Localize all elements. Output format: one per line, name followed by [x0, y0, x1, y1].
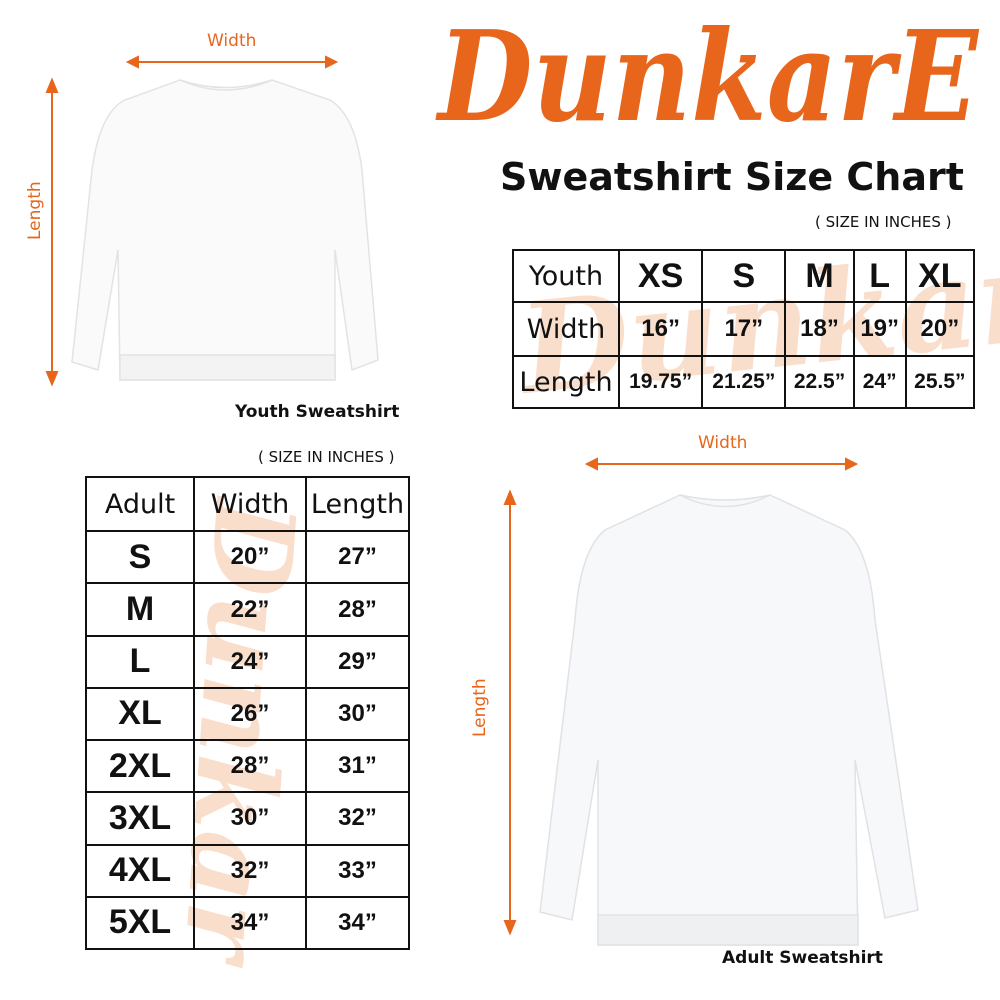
length-arrow	[45, 77, 59, 387]
table-row: 2XL 28” 31”	[85, 739, 410, 794]
width-cell: 24”	[193, 634, 307, 689]
table-row: XL 26” 30”	[85, 686, 410, 742]
adult-width-label: Width	[698, 433, 748, 453]
length-cell: 27”	[305, 530, 410, 585]
header-cell: L	[852, 249, 907, 303]
youth-width-label: Width	[207, 31, 257, 51]
adult-length-label: Length	[470, 678, 490, 737]
cell: 16”	[617, 301, 704, 357]
table-header-row: Adult Width Length	[85, 475, 410, 533]
adult-caption: Adult Sweatshirt	[722, 948, 883, 968]
width-arrow	[584, 457, 859, 471]
table-header-row: Youth XS S M L XL	[512, 249, 976, 303]
adult-sweatshirt-diagram	[503, 457, 919, 946]
header-cell: Adult	[85, 475, 195, 533]
width-cell: 28”	[193, 739, 307, 794]
row-label: Length	[512, 355, 620, 409]
youth-sweatshirt-diagram	[45, 55, 379, 387]
length-cell: 29”	[305, 634, 410, 689]
header-cell: Youth	[512, 249, 620, 303]
cell: 24”	[852, 355, 907, 409]
youth-units-note: ( SIZE IN INCHES )	[815, 213, 952, 231]
size-cell: 2XL	[85, 739, 195, 794]
header-cell: M	[784, 249, 855, 303]
length-cell: 34”	[305, 895, 410, 951]
header-cell: XS	[617, 249, 704, 303]
cell: 20”	[904, 301, 976, 357]
width-cell: 20”	[193, 530, 307, 585]
cell: 25.5”	[904, 355, 976, 409]
length-cell: 28”	[305, 582, 410, 637]
header-cell: S	[701, 249, 787, 303]
table-row: L 24” 29”	[85, 634, 410, 689]
table-row: Length 19.75” 21.25” 22.5” 24” 25.5”	[512, 355, 976, 409]
header-cell: Width	[193, 475, 307, 533]
row-label: Width	[512, 301, 620, 357]
width-cell: 22”	[193, 582, 307, 637]
cell: 22.5”	[784, 355, 855, 409]
cell: 19.75”	[617, 355, 704, 409]
width-cell: 34”	[193, 895, 307, 951]
table-row: 5XL 34” 34”	[85, 895, 410, 951]
size-cell: 5XL	[85, 895, 195, 951]
size-cell: 3XL	[85, 791, 195, 846]
length-cell: 31”	[305, 739, 410, 794]
adult-size-table: Adult Width Length S 20” 27” M 22” 28” L 24” 29”…	[85, 475, 410, 951]
table-row: Width 16” 17” 18” 19” 20”	[512, 301, 976, 357]
svg-text:DunkarE: DunkarE	[435, 4, 979, 150]
size-cell: 4XL	[85, 843, 195, 898]
cell: 19”	[852, 301, 907, 357]
length-arrow	[503, 489, 517, 936]
table-row: M 22” 28”	[85, 582, 410, 637]
youth-caption: Youth Sweatshirt	[235, 402, 400, 422]
cell: 18”	[784, 301, 855, 357]
header-cell: XL	[904, 249, 976, 303]
size-cell: XL	[85, 686, 195, 742]
youth-size-table: Youth XS S M L XL Width 16” 17” 18” 19” …	[512, 249, 976, 409]
size-cell: M	[85, 582, 195, 637]
table-row: 3XL 30” 32”	[85, 791, 410, 846]
youth-length-label: Length	[25, 181, 45, 240]
width-arrow	[125, 55, 339, 69]
length-cell: 32”	[305, 791, 410, 846]
table-row: S 20” 27”	[85, 530, 410, 585]
table-row: 4XL 32” 33”	[85, 843, 410, 898]
dunkare-logo: DunkarE	[435, 4, 979, 150]
length-cell: 30”	[305, 686, 410, 742]
cell: 21.25”	[701, 355, 787, 409]
youth-sweatshirt-image	[71, 79, 379, 381]
header-cell: Length	[305, 475, 410, 533]
size-cell: S	[85, 530, 195, 585]
adult-sweatshirt-image	[539, 494, 919, 946]
cell: 17”	[701, 301, 787, 357]
length-cell: 33”	[305, 843, 410, 898]
width-cell: 30”	[193, 791, 307, 846]
width-cell: 32”	[193, 843, 307, 898]
size-cell: L	[85, 634, 195, 689]
page-title: Sweatshirt Size Chart	[500, 155, 964, 199]
width-cell: 26”	[193, 686, 307, 742]
adult-units-note: ( SIZE IN INCHES )	[258, 448, 395, 466]
